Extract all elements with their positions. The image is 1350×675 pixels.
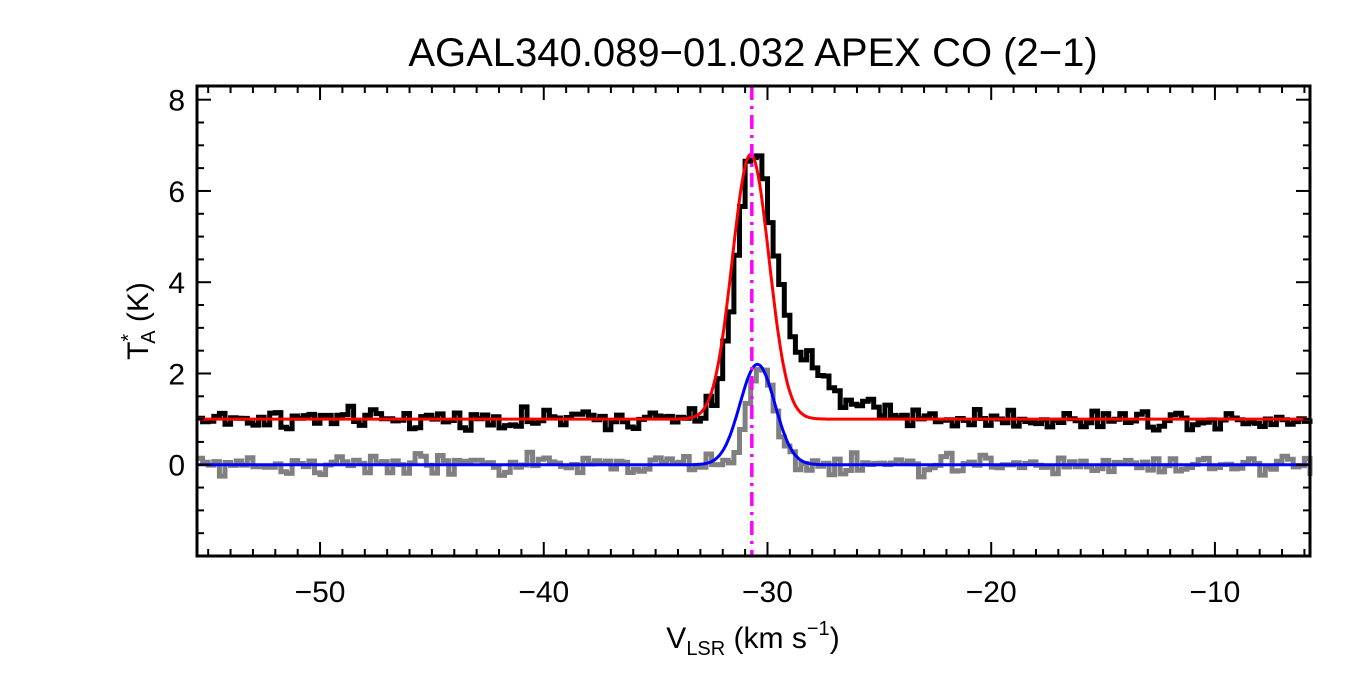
x-axis-title: VLSR (km s−1)	[666, 618, 839, 660]
y-tick-label: 2	[168, 358, 185, 391]
x-tick-label: −10	[1189, 576, 1240, 609]
series-gaussian-fit-offset-	[197, 362, 1310, 467]
series-offset-spectrum	[197, 367, 1313, 480]
y-tick-label: 4	[168, 267, 185, 300]
y-tick-label: 8	[168, 85, 185, 118]
tick-label-layer: −50 −40 −30 −20 −10 0 2 4 6 8	[168, 85, 1240, 609]
y-axis-title: T*A (K)	[118, 282, 160, 360]
y-tick-label: 6	[168, 176, 185, 209]
x-tick-label: −50	[295, 576, 346, 609]
chart-title: AGAL340.089−01.032 APEX CO (2−1)	[408, 31, 1097, 75]
x-tick-label: −30	[742, 576, 793, 609]
x-tick-label: −40	[518, 576, 569, 609]
x-tick-label: −20	[966, 576, 1017, 609]
y-tick-label: 0	[168, 450, 185, 483]
plot-frame	[195, 84, 1312, 558]
